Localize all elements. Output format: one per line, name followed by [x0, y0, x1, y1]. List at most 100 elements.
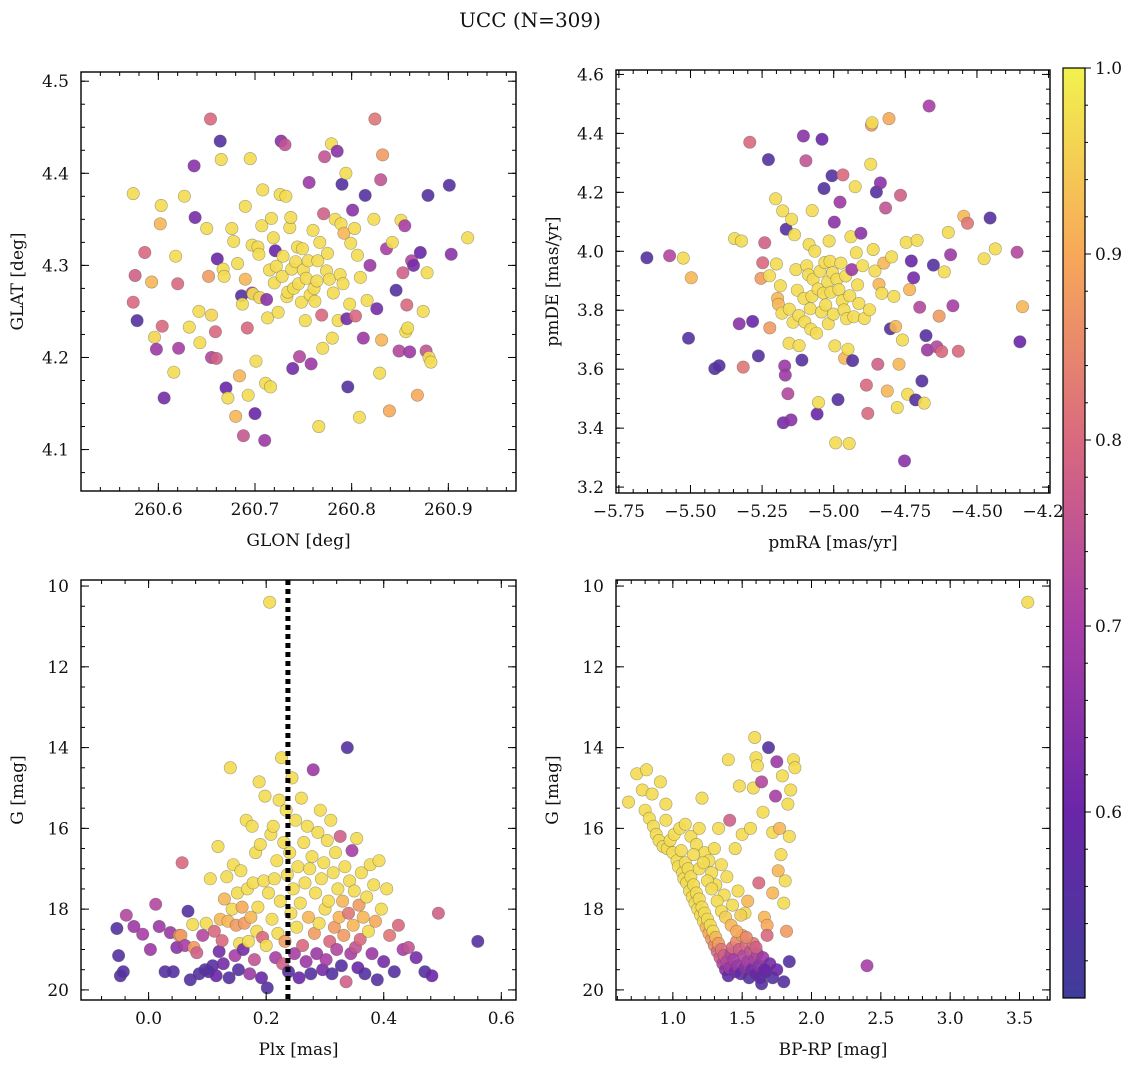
data-point [983, 211, 997, 225]
data-point [216, 957, 230, 971]
data-point [374, 173, 388, 187]
data-point [316, 341, 330, 355]
data-point [356, 331, 370, 345]
data-point [770, 755, 784, 769]
data-point [207, 924, 221, 938]
data-point [259, 938, 273, 952]
data-point [130, 314, 144, 328]
y-tick-label: 3.2 [577, 478, 604, 498]
data-point [373, 366, 387, 380]
data-point [781, 387, 795, 401]
data-point [640, 251, 654, 265]
data-point [317, 207, 331, 221]
data-point [330, 144, 344, 158]
data-point [860, 959, 874, 973]
y-axis-label: GLAT [deg] [8, 232, 28, 330]
data-point [862, 303, 876, 317]
data-point [324, 813, 338, 827]
data-point [148, 330, 162, 344]
data-point [728, 842, 742, 856]
x-tick-label: 0.2 [253, 1009, 280, 1029]
y-tick-label: 4.2 [577, 183, 604, 203]
data-point [232, 963, 246, 977]
points [110, 595, 485, 995]
data-point [245, 819, 259, 833]
data-point [138, 246, 152, 260]
data-point [353, 270, 367, 284]
data-point [843, 289, 857, 303]
data-point [234, 864, 248, 878]
data-point [304, 967, 318, 981]
data-point [273, 894, 287, 908]
data-point [199, 916, 213, 930]
data-point [356, 910, 370, 924]
data-point [819, 298, 833, 312]
data-point [782, 302, 796, 316]
data-point [317, 856, 331, 870]
points [640, 99, 1029, 468]
y-tick-label: 3.4 [577, 419, 604, 439]
data-point [266, 231, 280, 245]
data-point [778, 874, 792, 888]
data-point [424, 355, 438, 369]
data-point [227, 234, 241, 248]
data-point [431, 906, 445, 920]
data-point [421, 188, 435, 202]
data-point [779, 924, 793, 938]
data-point [769, 257, 783, 271]
points [621, 595, 1035, 991]
data-point [885, 250, 899, 264]
data-point [755, 775, 769, 789]
data-point [345, 844, 359, 858]
data-point [347, 884, 361, 898]
data-point [406, 258, 420, 272]
data-point [291, 860, 305, 874]
panel-pm: −5.75 −5.50 −5.25 −5.00 −4.75 −4.50 −4.25 3.2 3.… [543, 65, 1075, 553]
data-point [251, 900, 265, 914]
data-point [828, 339, 842, 353]
data-point [298, 876, 312, 890]
data-point [235, 297, 249, 311]
data-point [320, 833, 334, 847]
colorbar-gradient [1062, 67, 1086, 999]
data-point [746, 314, 760, 328]
data-point [325, 331, 339, 345]
data-point [903, 283, 917, 297]
x-tick-label: 0.4 [370, 1009, 397, 1029]
data-point [803, 302, 817, 316]
data-point [314, 872, 328, 886]
panel-cmd: 1.0 1.5 2.0 2.5 3.0 3.5 10 12 14 16 18 20 BP-RP [mag… [543, 577, 1051, 1060]
data-point [375, 333, 389, 347]
data-point [403, 345, 417, 359]
data-point [425, 969, 439, 983]
data-point [306, 223, 320, 237]
data-point [208, 325, 222, 339]
data-point [310, 947, 324, 961]
data-point [155, 319, 169, 333]
data-point [255, 971, 269, 985]
data-point [311, 825, 325, 839]
colorbar-tick-label: 0.8 [1095, 431, 1122, 451]
data-point [177, 189, 191, 203]
data-point [915, 374, 929, 388]
data-point [336, 894, 350, 908]
data-point [687, 848, 701, 862]
data-point [313, 235, 327, 249]
data-point [205, 308, 219, 322]
data-point [116, 965, 130, 979]
data-point [346, 918, 360, 932]
data-point [784, 783, 798, 797]
data-point [221, 391, 235, 405]
data-point [400, 298, 414, 312]
data-point [204, 112, 218, 126]
colorbar-tick-label: 0.9 [1095, 245, 1122, 265]
data-point [256, 183, 270, 197]
data-point [352, 898, 366, 912]
data-point [368, 112, 382, 126]
y-tick-label: 4.6 [577, 65, 604, 85]
data-point [681, 331, 695, 345]
data-point [854, 226, 868, 240]
data-point [328, 846, 342, 860]
data-point [811, 395, 825, 409]
data-point [420, 266, 434, 280]
